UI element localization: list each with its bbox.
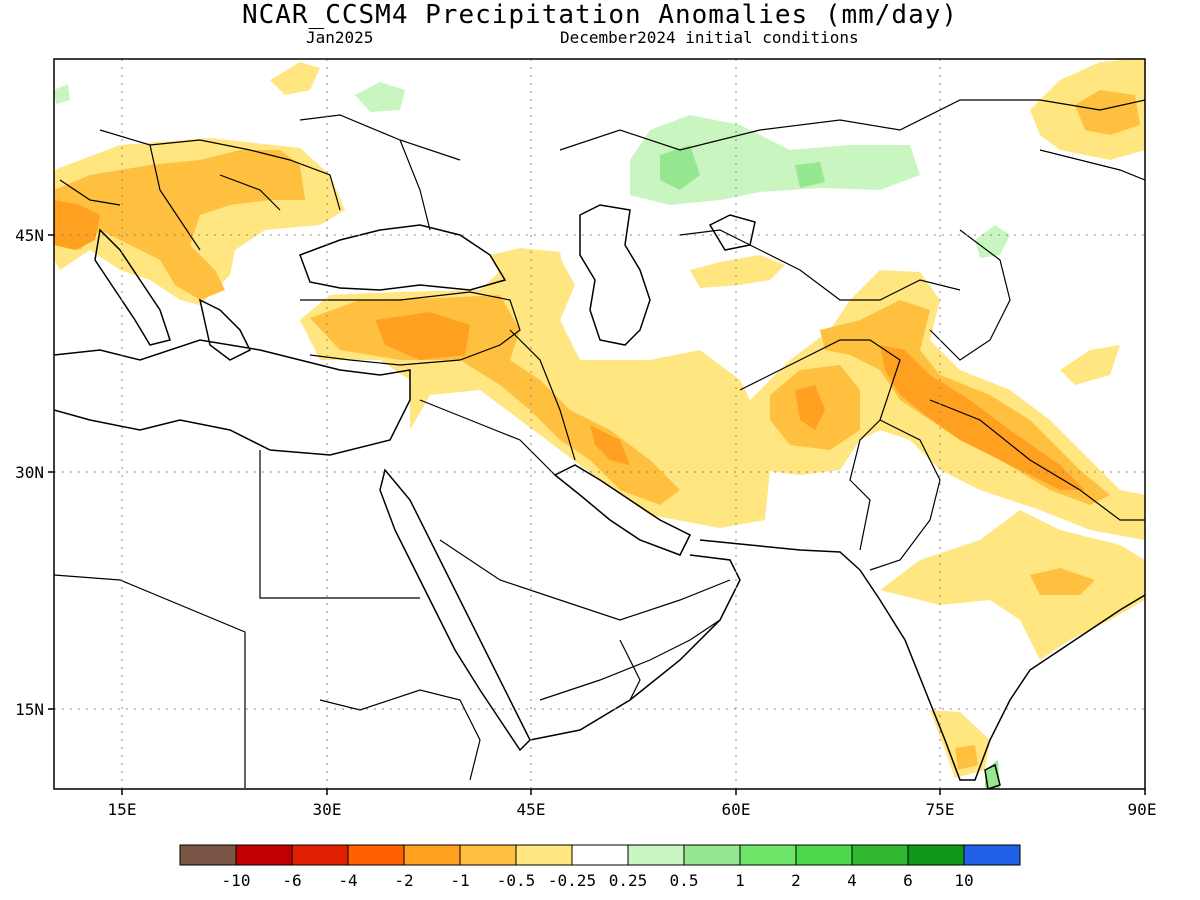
legend-label: 0.25 (609, 871, 648, 890)
legend-swatch (739, 844, 797, 866)
anomaly-kazakhstan-wet-core (660, 145, 700, 190)
anomaly-india-dry (880, 510, 1145, 660)
anomaly-kazakhstan-wet (630, 115, 920, 205)
legend-label: -10 (222, 871, 251, 890)
iraq-iran-border (509, 329, 576, 461)
legend-label: 1 (735, 871, 745, 890)
arabia-coast (529, 554, 741, 741)
legend-label: 4 (847, 871, 857, 890)
anomaly-afghan-core (795, 385, 825, 430)
legend-swatch (795, 844, 853, 866)
legend-swatch (179, 844, 237, 866)
legend-labels: -10 -6 -4 -2 -1 -0.5 -0.25 0.25 0.5 1 2 4 6 10 (222, 871, 974, 890)
saudi-border (439, 539, 731, 701)
map-title: NCAR_CCSM4 Precipitation Anomalies (mm/d… (241, 0, 959, 30)
anomaly-tibet-dry (1060, 345, 1120, 385)
africa-horn-border (319, 689, 481, 781)
country-borders (54, 99, 1145, 788)
anomaly-mongolia-moderate (1075, 90, 1140, 135)
anomaly-india-moderate (1030, 568, 1095, 595)
china-border (929, 229, 1011, 361)
mediterranean-coast (54, 339, 411, 456)
central-asia-border (679, 229, 961, 301)
himalaya-border (929, 399, 1145, 521)
legend-label: 2 (791, 871, 801, 890)
initial-conditions: December2024 initial conditions (560, 28, 859, 47)
sri-lanka-coast (984, 763, 1001, 789)
legend-swatch (627, 844, 685, 866)
lon-tick-60e: 60E (722, 800, 751, 819)
legend-label: 10 (954, 871, 973, 890)
north-africa-border (54, 574, 246, 788)
legend-swatch (571, 844, 629, 866)
valid-month: Jan2025 (306, 28, 374, 47)
lon-tick-30e: 30E (313, 800, 342, 819)
anomaly-north-europe (270, 62, 320, 95)
legend-swatch (515, 844, 573, 866)
lat-tick-30n: 30N (15, 463, 44, 482)
legend-swatch (291, 844, 349, 866)
legend-swatch (851, 844, 909, 866)
anomaly-kazakhstan-wet-core-2 (795, 162, 825, 188)
lon-tick-15e: 15E (108, 800, 137, 819)
anomaly-himalaya-core (880, 345, 1085, 490)
italy-coast (94, 228, 171, 346)
pakistan-iran-coast (699, 539, 861, 571)
caspian-sea-coast (579, 204, 651, 346)
lon-tick-90e: 90E (1128, 800, 1157, 819)
black-sea-coast (299, 224, 507, 291)
lon-tick-45e: 45E (517, 800, 546, 819)
legend-swatch (459, 844, 517, 866)
kazakhstan-russia-border (559, 99, 1145, 151)
legend-label: -0.5 (497, 871, 536, 890)
legend-label: -2 (394, 871, 413, 890)
greece-coast (198, 298, 252, 361)
europe-borders (59, 114, 461, 251)
gridlines (54, 59, 1145, 789)
anomaly-caucasus (490, 248, 565, 290)
legend-swatch (683, 844, 741, 866)
anomaly-russia-wet (355, 82, 405, 112)
yemen-oman-border (539, 619, 721, 701)
turkey-border (300, 291, 521, 366)
egypt-libya-border (259, 450, 420, 599)
coastlines (54, 204, 1145, 789)
anomaly-europe-west (54, 200, 100, 250)
lat-tick-15n: 15N (15, 700, 44, 719)
legend-colorbar (179, 844, 1021, 866)
anomaly-siberia-wet (975, 225, 1010, 258)
legend-label: -1 (450, 871, 469, 890)
anomaly-south-india-core (955, 745, 978, 770)
legend-swatch (907, 844, 965, 866)
levant-border (419, 399, 556, 476)
persian-gulf-coast (553, 464, 692, 556)
legend-swatch (347, 844, 405, 866)
axis-ticks (48, 234, 1146, 795)
anomaly-turkey-core (375, 312, 470, 360)
red-sea-coast (379, 468, 531, 752)
legend-label: -0.25 (548, 871, 596, 890)
aral-sea-coast (708, 214, 756, 251)
map-frame (53, 58, 1146, 790)
legend-label: -4 (338, 871, 357, 890)
anomaly-baltic-wet (54, 84, 70, 104)
legend-label: 6 (903, 871, 913, 890)
anomaly-central-asia (690, 255, 785, 288)
anomaly-europe-moderate (54, 150, 305, 300)
mongolia-border (1039, 149, 1145, 181)
afghan-border (739, 339, 901, 551)
india-coast (859, 569, 1145, 781)
legend-swatch (963, 844, 1021, 866)
lon-tick-75e: 75E (926, 800, 955, 819)
anomaly-iraq-core (590, 425, 630, 465)
legend-swatch (403, 844, 461, 866)
anomaly-shading (54, 59, 1145, 789)
lat-tick-45n: 45N (15, 226, 44, 245)
legend-label: 0.5 (670, 871, 699, 890)
india-pakistan-border (869, 419, 941, 571)
legend-label: -6 (282, 871, 301, 890)
legend-swatch (235, 844, 293, 866)
